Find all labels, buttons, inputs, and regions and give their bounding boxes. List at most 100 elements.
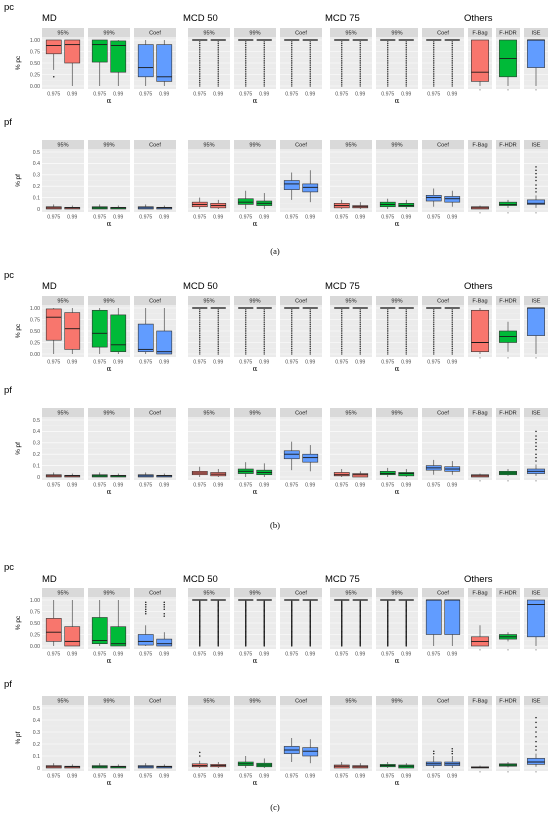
box-outlier xyxy=(359,325,361,328)
box xyxy=(302,747,319,757)
box-outlier xyxy=(451,59,453,61)
box-outlier xyxy=(263,65,265,67)
box-outlier xyxy=(535,731,537,733)
facet-panel: Coef 0.975 0.99 xyxy=(134,296,176,366)
box-outlier xyxy=(245,331,247,333)
box-outlier xyxy=(451,322,453,324)
box xyxy=(137,44,154,78)
facet-strip xyxy=(330,588,372,597)
box-outlier xyxy=(309,600,311,602)
box-outlier xyxy=(245,312,247,315)
box-outlier xyxy=(341,351,343,353)
x-tick-label: 0.975 xyxy=(193,92,206,98)
y-tick-label: 0.1 xyxy=(33,754,40,760)
box-outlier xyxy=(535,445,537,447)
box-outlier xyxy=(451,68,453,71)
box-outlier xyxy=(387,345,389,348)
box-outlier xyxy=(359,353,361,355)
x-tick-label: 0.99 xyxy=(355,215,365,221)
box-outlier xyxy=(263,70,265,72)
facet-strip xyxy=(468,588,492,597)
y-tick-label: 0 xyxy=(37,475,40,481)
x-tick-label: 0.975 xyxy=(47,483,60,489)
box-outlier xyxy=(291,57,293,60)
facet-panel: ISE xyxy=(524,28,548,91)
box-outlier xyxy=(263,50,265,52)
x-tick-label: 0.975 xyxy=(47,215,60,221)
box-outlier xyxy=(309,74,311,76)
x-tick-label: 0.975 xyxy=(381,483,394,489)
x-tick-label: 0.99 xyxy=(159,92,169,98)
box-outlier xyxy=(405,314,407,317)
box-outlier xyxy=(405,322,407,324)
y-tick-label: 0.00 xyxy=(30,352,40,358)
facet-strip-label: 99% xyxy=(249,31,260,37)
facet-strip xyxy=(422,296,464,305)
box-outlier xyxy=(291,63,293,65)
facet-strip-label: 95% xyxy=(345,591,356,597)
box-outlier xyxy=(359,336,361,339)
box-outlier xyxy=(433,66,435,69)
facet-panel: 95% 0.975 0.99 xyxy=(188,140,230,221)
box-outlier xyxy=(451,327,453,329)
box xyxy=(91,309,108,348)
x-tick-label: 0.99 xyxy=(401,215,411,221)
facet-panel: F-Bag xyxy=(468,408,492,482)
box-outlier xyxy=(451,43,453,45)
box-outlier xyxy=(341,68,343,71)
box-outlier xyxy=(245,57,247,60)
box-outlier xyxy=(359,320,361,322)
box-outlier xyxy=(341,46,343,49)
box-outlier xyxy=(217,314,219,317)
box-outlier xyxy=(405,600,407,602)
box-outlier xyxy=(263,43,265,45)
box-outlier xyxy=(245,320,247,322)
facet-strip-label: 99% xyxy=(103,411,114,417)
box-outlier xyxy=(309,309,311,311)
x-tick-label: 0.99 xyxy=(113,483,123,489)
box-outlier xyxy=(291,333,293,335)
facet-strip-label: Coef xyxy=(295,699,307,705)
box-outlier xyxy=(291,68,293,71)
box-outlier xyxy=(245,342,247,344)
facet-panel: 99% 0.975 0.99α xyxy=(234,28,276,105)
box-outlier xyxy=(199,338,201,340)
box-outlier xyxy=(387,52,389,54)
box-outlier xyxy=(451,77,453,80)
facet-strip-label: Coef xyxy=(295,31,307,37)
facet-strip-label: 95% xyxy=(57,591,68,597)
box-outlier xyxy=(199,312,201,315)
x-tick-label: 0.99 xyxy=(305,215,315,221)
facet-panel: 95% 0.975 0.99 xyxy=(330,28,372,98)
box-outlier xyxy=(359,54,361,56)
box-outlier xyxy=(199,347,201,350)
box-outlier xyxy=(245,59,247,61)
box-outlier xyxy=(199,46,201,49)
box-outlier xyxy=(433,342,435,344)
facet-panel: 95% 0.975 0.99 xyxy=(330,408,372,489)
facet-strip xyxy=(524,408,548,417)
box-outlier xyxy=(433,345,435,348)
group-label: MCD 50 xyxy=(183,574,218,585)
box-outlier xyxy=(245,72,247,74)
x-tick-label: 0.99 xyxy=(213,360,223,366)
facet-panel: F-Bag xyxy=(468,588,492,651)
y-tick-label: 0 xyxy=(37,766,40,772)
box-outlier xyxy=(245,349,247,351)
y-tick-label: 0.75 xyxy=(30,49,40,55)
box-outlier xyxy=(245,81,247,83)
y-axis-label: % pc xyxy=(15,615,22,630)
box-outlier xyxy=(245,322,247,324)
x-axis-label: α xyxy=(395,779,400,787)
box-outlier xyxy=(291,312,293,315)
box-outlier xyxy=(291,351,293,353)
box-outlier xyxy=(263,334,265,337)
box-outlier xyxy=(53,76,55,78)
y-tick-label: 1.00 xyxy=(30,598,40,604)
box-outlier xyxy=(291,347,293,350)
box xyxy=(64,626,81,647)
box-outlier xyxy=(309,333,311,335)
box-outlier xyxy=(199,353,201,355)
box-outlier xyxy=(341,59,343,61)
facet-strip xyxy=(88,408,130,417)
